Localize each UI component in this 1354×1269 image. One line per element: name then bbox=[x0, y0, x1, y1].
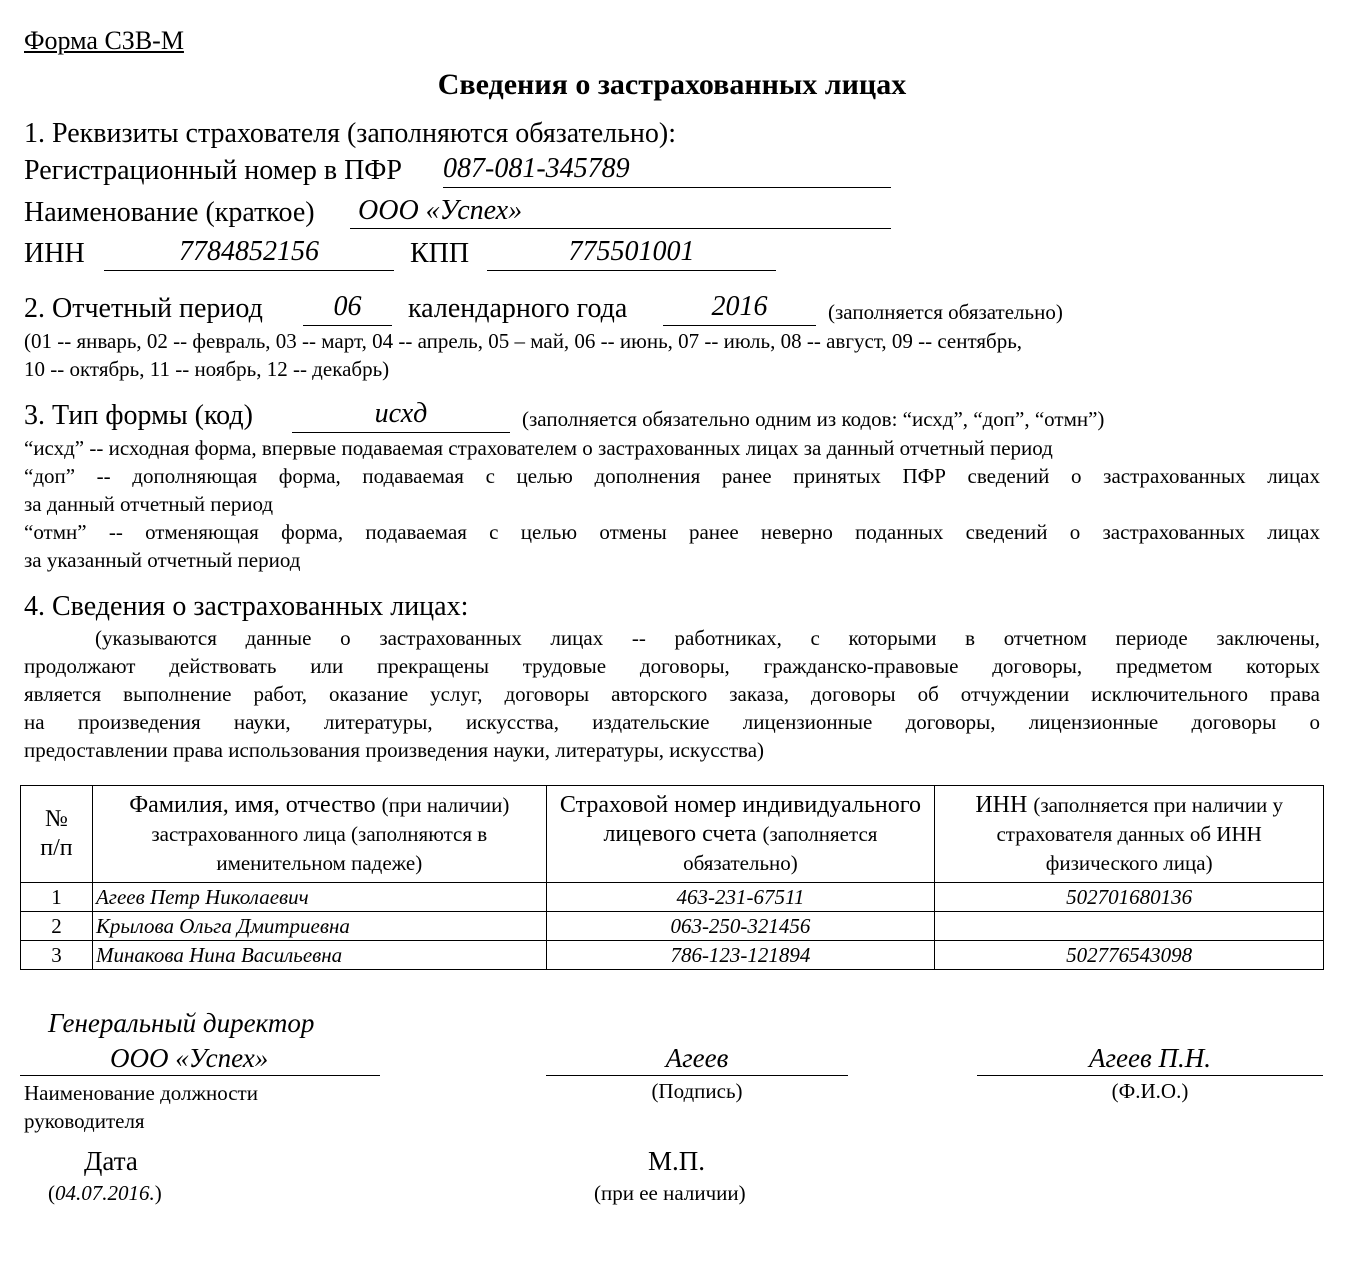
row-inn: 502701680136 bbox=[934, 882, 1324, 912]
year-label: календарного года bbox=[408, 293, 628, 324]
date-label: Дата bbox=[84, 1146, 138, 1176]
row-inn: 502776543098 bbox=[934, 940, 1324, 970]
form-type-description: “отмн” -- отменяющая форма, подаваемая с… bbox=[24, 520, 1320, 544]
name-field: ООО «Успех» bbox=[350, 195, 891, 229]
inn-field: 7784852156 bbox=[104, 236, 394, 271]
date-field: (04.07.2016.) bbox=[48, 1181, 162, 1205]
fio-underline bbox=[977, 1075, 1323, 1076]
form-type-description: “доп” -- дополняющая форма, подаваемая с… bbox=[24, 464, 1320, 488]
fio-value: Агеев П.Н. bbox=[1089, 1043, 1211, 1073]
reg-number-field: 087-081-345789 bbox=[443, 153, 891, 188]
inn-label: ИНН bbox=[24, 238, 85, 269]
section1-heading: 1. Реквизиты страхователя (заполняются о… bbox=[24, 118, 676, 149]
page-title: Сведения о застрахованных лицах bbox=[437, 68, 907, 101]
insured-persons-table: № п/п Фамилия, имя, отчество (при наличи… bbox=[20, 785, 1324, 970]
row-name: Агеев Петр Николаевич bbox=[91, 882, 547, 912]
form-type-label: 3. Тип формы (код) bbox=[24, 400, 253, 431]
position-line1: Генеральный директор bbox=[48, 1008, 315, 1038]
stamp-label: М.П. bbox=[648, 1146, 706, 1176]
name-label: Наименование (краткое) bbox=[24, 197, 315, 228]
signature-label: (Подпись) bbox=[651, 1079, 743, 1103]
row-number: 3 bbox=[20, 940, 93, 970]
months-line: (01 -- январь, 02 -- февраль, 03 -- март… bbox=[24, 329, 1023, 353]
table-row: 2 Крылова Ольга Дмитриевна 063-250-32145… bbox=[20, 911, 1324, 941]
section4-paragraph: является выполнение работ, оказание услу… bbox=[24, 682, 1320, 706]
header-inn: ИНН (заполняется при наличии у страховат… bbox=[934, 785, 1324, 883]
position-underline bbox=[20, 1075, 380, 1076]
section4-paragraph: (указываются данные о застрахованных лиц… bbox=[95, 626, 1320, 650]
months-line: 10 -- октябрь, 11 -- ноябрь, 12 -- декаб… bbox=[24, 357, 390, 381]
header-number: № п/п bbox=[20, 785, 93, 883]
period-note: (заполняется обязательно) bbox=[828, 300, 1063, 324]
row-name: Минакова Нина Васильевна bbox=[91, 940, 547, 970]
section4-heading: 4. Сведения о застрахованных лицах: bbox=[24, 591, 469, 622]
stamp-note: (при ее наличии) bbox=[594, 1181, 746, 1205]
position-line2: ООО «Успех» bbox=[110, 1043, 269, 1073]
form-label: Форма СЗВ-М bbox=[24, 26, 184, 55]
row-snils: 463-231-67511 bbox=[545, 882, 936, 912]
table-header-row: № п/п Фамилия, имя, отчество (при наличи… bbox=[20, 785, 1324, 883]
position-label: Наименование должности руководителя bbox=[24, 1081, 258, 1133]
header-fio: Фамилия, имя, отчество (при наличии) зас… bbox=[91, 785, 547, 883]
form-type-field: исхд bbox=[292, 398, 510, 433]
fio-label: (Ф.И.О.) bbox=[1111, 1079, 1189, 1103]
signature-underline bbox=[546, 1075, 848, 1076]
row-snils: 063-250-321456 bbox=[545, 911, 936, 941]
form-type-description: “исхд” -- исходная форма, впервые подава… bbox=[24, 436, 1053, 460]
kpp-field: 775501001 bbox=[487, 236, 776, 271]
row-name: Крылова Ольга Дмитриевна bbox=[91, 911, 547, 941]
table-row: 3 Минакова Нина Васильевна 786-123-12189… bbox=[20, 940, 1324, 970]
reg-label: Регистрационный номер в ПФР bbox=[24, 155, 402, 186]
form-type-description: за данный отчетный период bbox=[24, 492, 274, 516]
header-snils: Страховой номер индивидуального лицевого… bbox=[545, 785, 936, 883]
form-type-note: (заполняется обязательно одним из кодов:… bbox=[522, 407, 1105, 431]
row-number: 2 bbox=[20, 911, 93, 941]
year-field: 2016 bbox=[663, 291, 816, 326]
period-field: 06 bbox=[303, 291, 392, 326]
section4-paragraph: предоставлении права использования произ… bbox=[24, 738, 765, 762]
row-number: 1 bbox=[20, 882, 93, 912]
period-label: 2. Отчетный период bbox=[24, 293, 263, 324]
table-row: 1 Агеев Петр Николаевич 463-231-67511 50… bbox=[20, 882, 1324, 912]
row-inn bbox=[934, 911, 1324, 941]
signature-value: Агеев bbox=[665, 1043, 729, 1073]
section4-paragraph: продолжают действовать или прекращены тр… bbox=[24, 654, 1320, 678]
kpp-label: КПП bbox=[410, 238, 470, 269]
form-type-description: за указанный отчетный период bbox=[24, 548, 301, 572]
section4-paragraph: на произведения науки, литературы, искус… bbox=[24, 710, 1320, 734]
row-snils: 786-123-121894 bbox=[545, 940, 936, 970]
